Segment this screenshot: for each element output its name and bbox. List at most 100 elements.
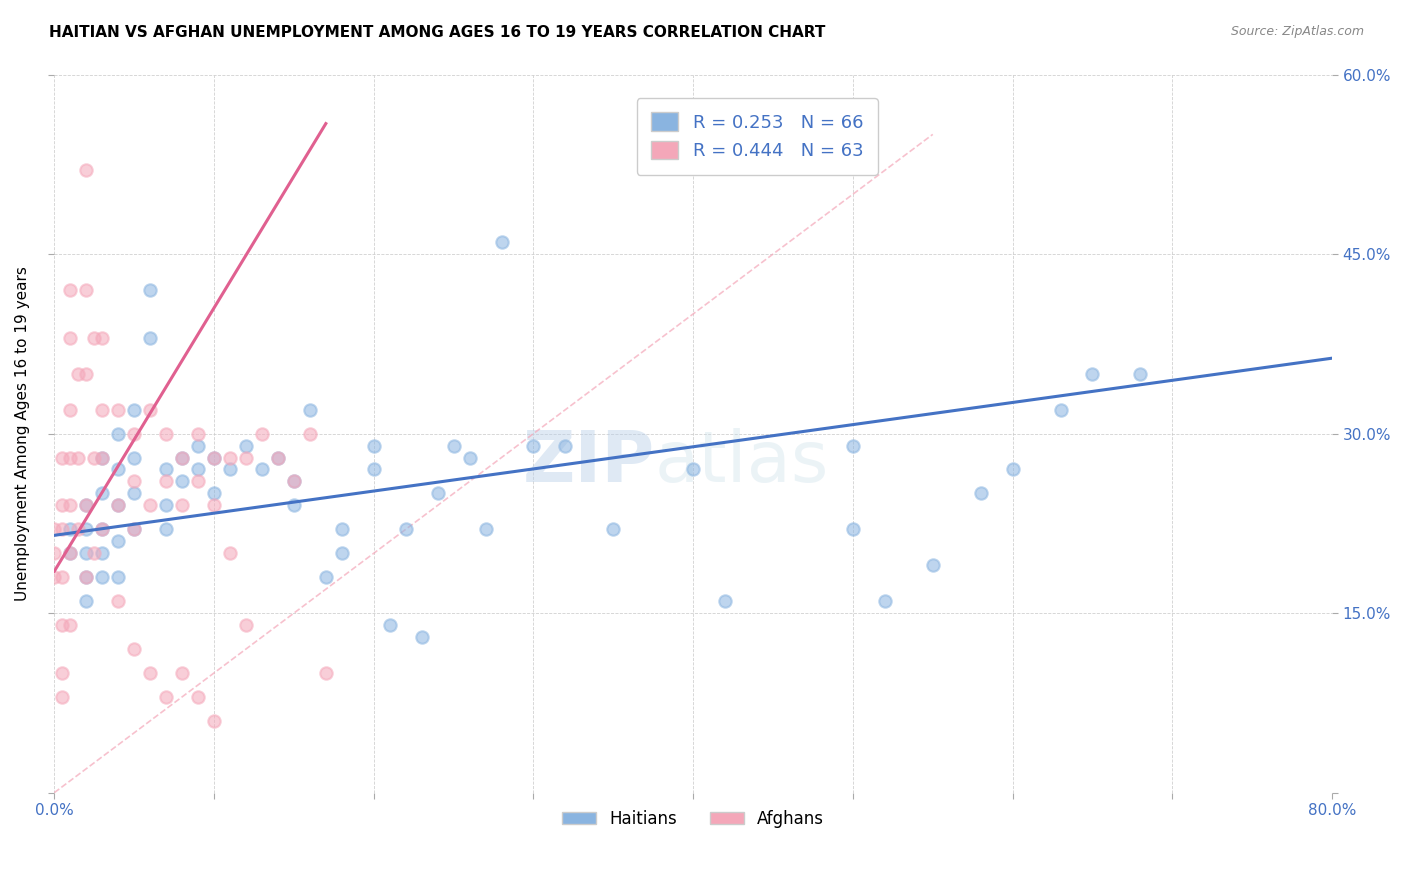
Point xyxy=(107,499,129,513)
Point xyxy=(1001,462,1024,476)
Point xyxy=(873,594,896,608)
Point xyxy=(75,594,97,608)
Point xyxy=(75,163,97,178)
Point xyxy=(202,499,225,513)
Point xyxy=(139,331,162,345)
Point xyxy=(139,283,162,297)
Point xyxy=(172,665,194,680)
Point xyxy=(522,439,544,453)
Point xyxy=(187,462,209,476)
Point xyxy=(411,630,433,644)
Point xyxy=(139,665,162,680)
Point xyxy=(970,486,993,500)
Point xyxy=(107,426,129,441)
Point xyxy=(91,522,114,536)
Point xyxy=(91,486,114,500)
Point xyxy=(59,402,82,417)
Point xyxy=(363,439,385,453)
Point xyxy=(122,642,145,657)
Point xyxy=(187,426,209,441)
Point xyxy=(51,570,73,584)
Point xyxy=(83,450,105,465)
Text: HAITIAN VS AFGHAN UNEMPLOYMENT AMONG AGES 16 TO 19 YEARS CORRELATION CHART: HAITIAN VS AFGHAN UNEMPLOYMENT AMONG AGE… xyxy=(49,25,825,40)
Point xyxy=(122,426,145,441)
Point xyxy=(842,522,865,536)
Point xyxy=(91,402,114,417)
Point xyxy=(91,450,114,465)
Point xyxy=(122,522,145,536)
Point xyxy=(426,486,449,500)
Point xyxy=(219,450,242,465)
Point xyxy=(602,522,624,536)
Point xyxy=(443,439,465,453)
Point xyxy=(235,439,257,453)
Point xyxy=(75,499,97,513)
Point xyxy=(155,426,177,441)
Point xyxy=(395,522,418,536)
Point xyxy=(59,522,82,536)
Legend: Haitians, Afghans: Haitians, Afghans xyxy=(555,804,831,835)
Point xyxy=(91,570,114,584)
Point xyxy=(458,450,481,465)
Point xyxy=(67,522,90,536)
Point xyxy=(51,690,73,704)
Point xyxy=(91,546,114,560)
Point xyxy=(91,331,114,345)
Point xyxy=(172,499,194,513)
Point xyxy=(172,450,194,465)
Point xyxy=(283,475,305,489)
Point xyxy=(44,522,66,536)
Point xyxy=(122,522,145,536)
Point xyxy=(51,618,73,632)
Point xyxy=(298,402,321,417)
Text: Source: ZipAtlas.com: Source: ZipAtlas.com xyxy=(1230,25,1364,38)
Point xyxy=(67,450,90,465)
Point xyxy=(1081,367,1104,381)
Point xyxy=(202,450,225,465)
Point xyxy=(202,450,225,465)
Point xyxy=(267,450,290,465)
Point xyxy=(330,546,353,560)
Point xyxy=(67,367,90,381)
Y-axis label: Unemployment Among Ages 16 to 19 years: Unemployment Among Ages 16 to 19 years xyxy=(15,266,30,601)
Text: ZIP: ZIP xyxy=(523,428,655,497)
Point xyxy=(202,486,225,500)
Point xyxy=(75,283,97,297)
Point xyxy=(187,475,209,489)
Point xyxy=(155,475,177,489)
Point xyxy=(250,426,273,441)
Point xyxy=(491,235,513,249)
Point xyxy=(1129,367,1152,381)
Point xyxy=(378,618,401,632)
Point xyxy=(202,714,225,728)
Point xyxy=(75,570,97,584)
Point xyxy=(107,594,129,608)
Point xyxy=(283,499,305,513)
Point xyxy=(283,475,305,489)
Point xyxy=(75,522,97,536)
Point xyxy=(172,475,194,489)
Point xyxy=(59,283,82,297)
Point xyxy=(51,499,73,513)
Point xyxy=(107,570,129,584)
Point xyxy=(155,690,177,704)
Point xyxy=(155,462,177,476)
Point xyxy=(155,499,177,513)
Point xyxy=(842,439,865,453)
Point xyxy=(91,522,114,536)
Point xyxy=(172,450,194,465)
Point xyxy=(330,522,353,536)
Point xyxy=(363,462,385,476)
Point xyxy=(682,462,704,476)
Point xyxy=(107,534,129,549)
Point xyxy=(59,546,82,560)
Point xyxy=(59,546,82,560)
Point xyxy=(235,618,257,632)
Point xyxy=(122,450,145,465)
Point xyxy=(554,439,576,453)
Point xyxy=(139,402,162,417)
Point xyxy=(155,522,177,536)
Point xyxy=(75,499,97,513)
Point xyxy=(83,331,105,345)
Point xyxy=(51,522,73,536)
